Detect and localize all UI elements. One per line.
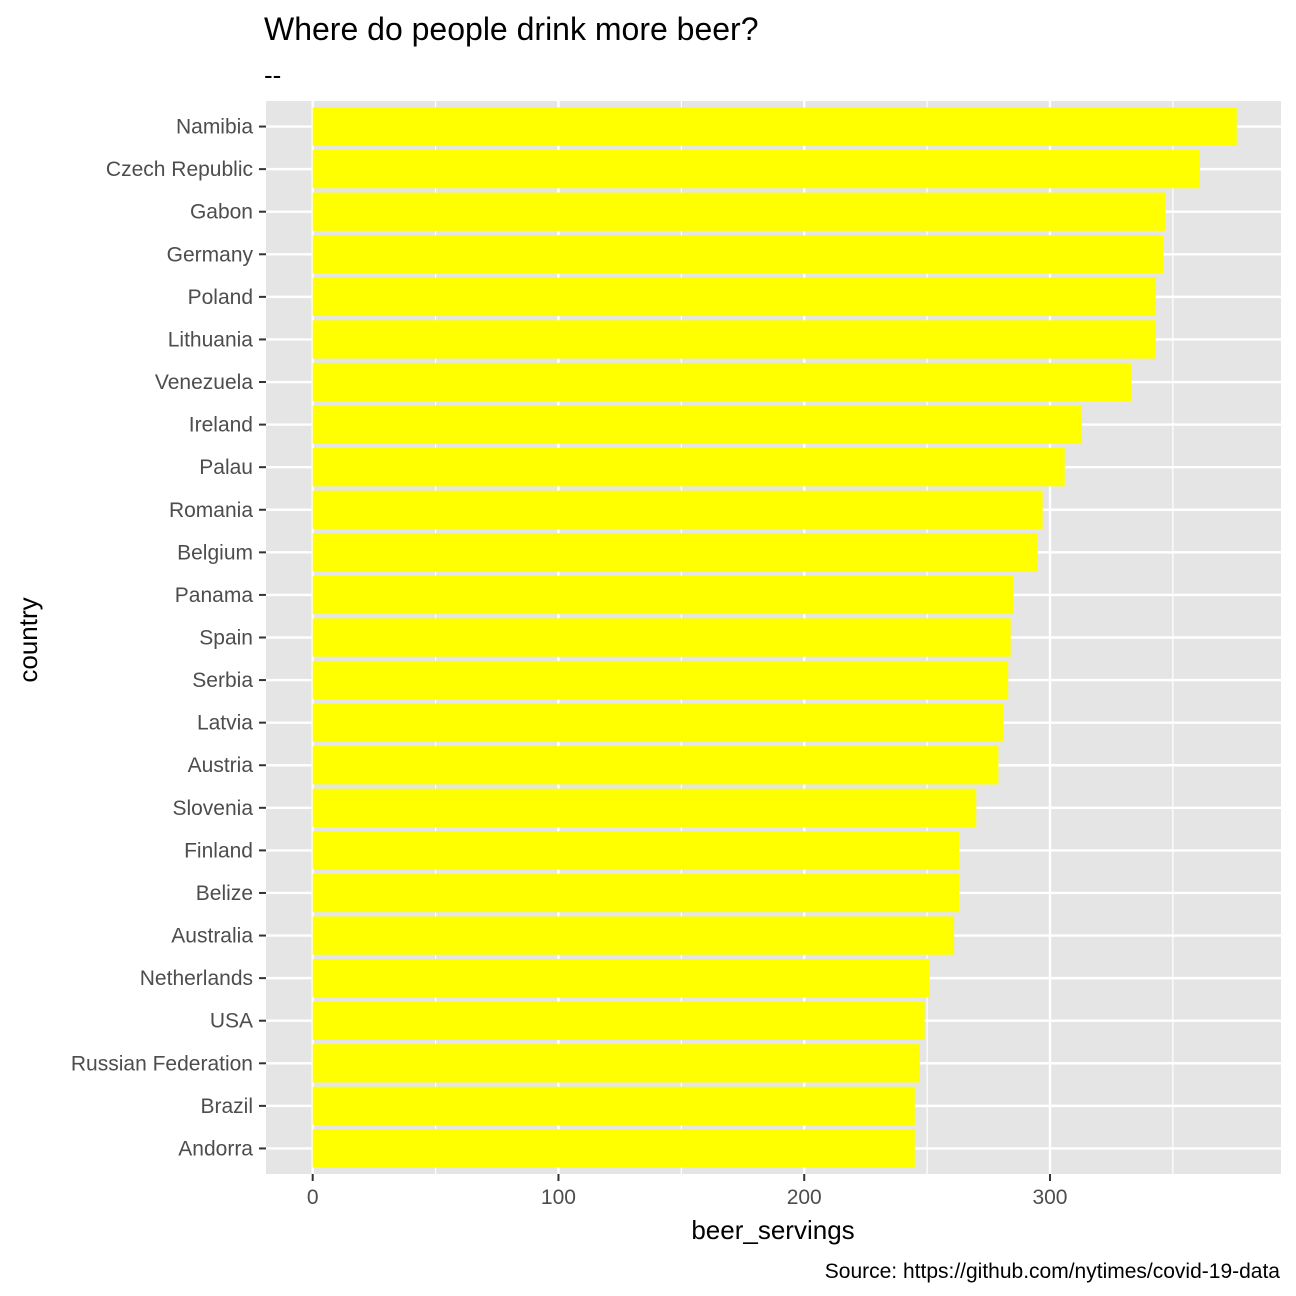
y-tick-label: Spain <box>199 627 253 650</box>
y-tick-label: Serbia <box>192 669 253 692</box>
x-tick-label: 300 <box>1032 1186 1067 1209</box>
bar <box>312 873 960 913</box>
x-tick-label: 0 <box>307 1186 319 1209</box>
y-tick-label: Namibia <box>176 116 253 139</box>
x-axis-title: beer_servings <box>691 1215 854 1245</box>
y-tick-label: Russian Federation <box>71 1052 253 1075</box>
y-tick-label: Austria <box>188 754 254 777</box>
y-tick-label: Australia <box>171 925 253 948</box>
y-tick-label: Panama <box>175 584 254 607</box>
bar <box>312 405 1082 444</box>
bar <box>312 107 1237 146</box>
bar <box>312 916 955 955</box>
y-tick-label: Poland <box>188 286 253 309</box>
bar <box>312 788 977 827</box>
y-tick-label: Palau <box>199 456 253 479</box>
y-tick-label: Netherlands <box>140 967 253 990</box>
bar <box>312 448 1065 487</box>
bar <box>312 192 1166 231</box>
bar <box>312 831 960 870</box>
y-tick-label: Brazil <box>200 1095 253 1118</box>
y-axis-title: country <box>13 597 43 682</box>
bar <box>312 362 1132 402</box>
y-tick-label: Andorra <box>178 1137 253 1160</box>
y-tick-label: Gabon <box>190 201 253 224</box>
bar <box>312 277 1156 317</box>
x-tick-label: 200 <box>787 1186 822 1209</box>
y-tick-label: Germany <box>167 243 254 266</box>
bar <box>312 958 930 998</box>
y-tick-label: Latvia <box>197 712 253 735</box>
bar <box>312 575 1014 615</box>
y-tick-label: Lithuania <box>168 328 254 351</box>
bars <box>312 107 1237 1168</box>
bar <box>312 1001 925 1040</box>
bar <box>312 533 1038 572</box>
bar <box>312 1129 915 1168</box>
chart-title: Where do people drink more beer? <box>264 11 759 47</box>
x-tick-label: 100 <box>541 1186 576 1209</box>
y-tick-label: Czech Republic <box>106 158 253 181</box>
chart-caption: Source: https://github.com/nytimes/covid… <box>825 1260 1281 1283</box>
y-tick-label: Belize <box>196 882 253 905</box>
bar <box>312 235 1164 274</box>
chart-subtitle: -- <box>264 60 281 90</box>
bar <box>312 149 1200 189</box>
y-axis: Namibia Czech Republic Gabon Germany Poland L… <box>71 116 266 1160</box>
y-tick-label: Slovenia <box>172 797 253 820</box>
bar <box>312 320 1156 359</box>
bar <box>312 746 999 785</box>
y-tick-label: Romania <box>169 499 253 522</box>
y-tick-label: USA <box>210 1010 253 1033</box>
bar <box>312 490 1043 529</box>
bar <box>312 618 1011 657</box>
y-tick-label: Ireland <box>189 414 253 437</box>
y-tick-label: Venezuela <box>155 371 253 394</box>
bar <box>312 1044 920 1083</box>
bar <box>312 660 1009 700</box>
bar <box>312 703 1004 742</box>
x-axis: 0 100 200 300 <box>307 1174 1068 1209</box>
y-tick-label: Finland <box>184 839 253 862</box>
y-tick-label: Belgium <box>177 541 253 564</box>
bar <box>312 1086 915 1126</box>
